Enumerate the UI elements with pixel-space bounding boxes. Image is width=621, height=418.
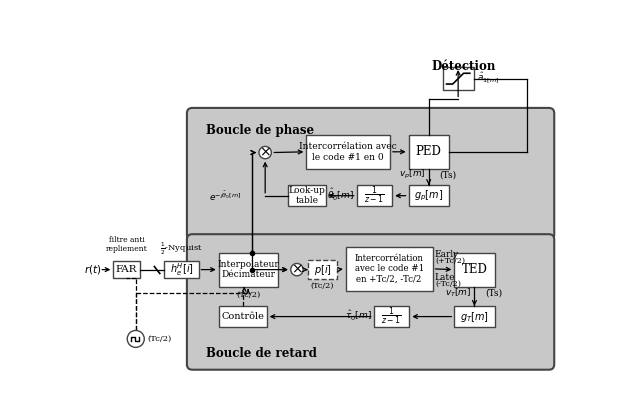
Text: $g_p[m]$: $g_p[m]$ xyxy=(414,189,443,203)
FancyBboxPatch shape xyxy=(165,261,199,278)
Text: Intercorrélation avec
le code #1 en 0: Intercorrélation avec le code #1 en 0 xyxy=(299,142,397,161)
Text: (Ts): (Ts) xyxy=(440,171,456,179)
FancyBboxPatch shape xyxy=(356,185,392,206)
Text: Contrôle: Contrôle xyxy=(221,312,264,321)
Text: Intercorrélation
avec le code #1
en +Tc/2, -Tc/2: Intercorrélation avec le code #1 en +Tc/… xyxy=(355,254,424,284)
Circle shape xyxy=(127,331,144,347)
FancyBboxPatch shape xyxy=(306,135,390,169)
Text: $\hat{\tau}_0[m]$: $\hat{\tau}_0[m]$ xyxy=(345,309,371,323)
FancyBboxPatch shape xyxy=(113,261,140,278)
Circle shape xyxy=(259,146,271,159)
Text: filtre anti
repliement: filtre anti repliement xyxy=(106,236,147,253)
Text: (Ts): (Ts) xyxy=(485,288,502,297)
FancyBboxPatch shape xyxy=(374,306,409,327)
Text: FAR: FAR xyxy=(116,265,137,274)
Text: PED: PED xyxy=(416,145,442,158)
Text: TED: TED xyxy=(461,263,487,276)
Text: $\frac{1}{z-1}$: $\frac{1}{z-1}$ xyxy=(364,185,385,206)
Text: Late: Late xyxy=(435,273,455,282)
FancyBboxPatch shape xyxy=(455,306,494,327)
Text: $r(t)$: $r(t)$ xyxy=(84,263,101,276)
Text: Interpolateur
Décimateur: Interpolateur Décimateur xyxy=(217,260,279,279)
Text: Look-up
table: Look-up table xyxy=(289,186,325,205)
FancyBboxPatch shape xyxy=(346,247,433,291)
FancyBboxPatch shape xyxy=(219,306,267,327)
FancyBboxPatch shape xyxy=(443,67,474,90)
Text: $\times$: $\times$ xyxy=(260,145,271,160)
FancyBboxPatch shape xyxy=(308,260,337,279)
FancyBboxPatch shape xyxy=(409,185,449,206)
Text: $h_e^H[i]$: $h_e^H[i]$ xyxy=(170,261,194,278)
Text: Early: Early xyxy=(435,250,459,259)
Text: Boucle de phase: Boucle de phase xyxy=(206,124,314,137)
FancyBboxPatch shape xyxy=(455,252,494,287)
Text: $\times$: $\times$ xyxy=(291,263,303,277)
FancyBboxPatch shape xyxy=(288,185,325,206)
FancyBboxPatch shape xyxy=(219,252,278,287)
Text: Détection: Détection xyxy=(432,60,496,73)
Text: $\frac{1}{z-1}$: $\frac{1}{z-1}$ xyxy=(381,306,402,327)
Text: $e^{-j\hat{\theta}_0[m]}$: $e^{-j\hat{\theta}_0[m]}$ xyxy=(209,188,242,203)
Text: (Tc/2): (Tc/2) xyxy=(147,335,171,343)
Text: $\hat{a}_{1[m]}$: $\hat{a}_{1[m]}$ xyxy=(477,70,499,84)
Text: (-Tc/2): (-Tc/2) xyxy=(435,280,461,288)
Circle shape xyxy=(291,263,303,276)
FancyBboxPatch shape xyxy=(187,108,555,240)
Text: $v_p[m]$: $v_p[m]$ xyxy=(399,168,425,181)
Text: Boucle de retard: Boucle de retard xyxy=(206,347,317,360)
Text: (Tc/2): (Tc/2) xyxy=(310,282,334,290)
Text: (+Tc/2): (+Tc/2) xyxy=(435,257,465,265)
Text: $p[i]$: $p[i]$ xyxy=(314,263,332,277)
Text: $g_T[m]$: $g_T[m]$ xyxy=(460,310,489,324)
Text: $\hat{\theta}_0[m]$: $\hat{\theta}_0[m]$ xyxy=(327,187,354,203)
Text: $v_T[m]$: $v_T[m]$ xyxy=(445,286,471,299)
FancyBboxPatch shape xyxy=(187,234,555,370)
Text: $\frac{1}{2}$-Nyquist: $\frac{1}{2}$-Nyquist xyxy=(160,241,203,257)
FancyBboxPatch shape xyxy=(409,135,449,169)
Text: (Tc/2): (Tc/2) xyxy=(236,291,260,298)
